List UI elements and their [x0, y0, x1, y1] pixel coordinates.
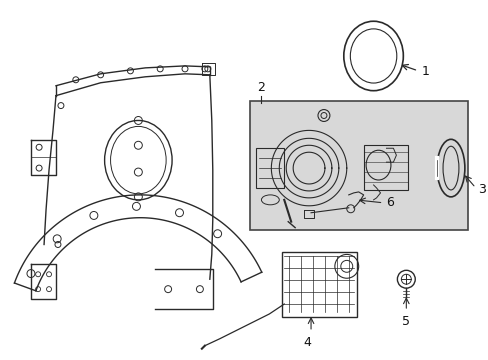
- Bar: [249, 100, 467, 230]
- Bar: [363, 145, 407, 190]
- Text: 3: 3: [477, 184, 485, 197]
- Text: 1: 1: [420, 66, 428, 78]
- Text: 2: 2: [257, 81, 265, 94]
- Text: 6: 6: [386, 196, 393, 209]
- Bar: [256, 148, 284, 188]
- Text: 5: 5: [402, 315, 409, 328]
- Bar: [282, 252, 356, 317]
- Text: 4: 4: [303, 336, 310, 349]
